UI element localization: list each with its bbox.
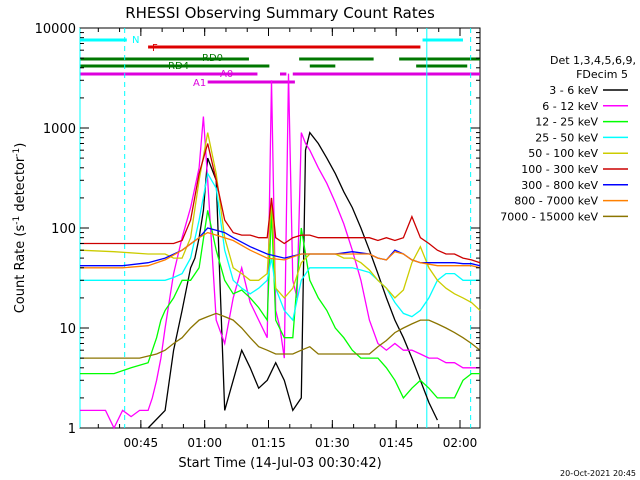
flag-label-rd4: RD4 bbox=[168, 61, 189, 72]
x-tick-label-5: 02:00 bbox=[443, 436, 478, 450]
flag-label-f: F bbox=[152, 43, 158, 54]
date-stamp: 20-Oct-2021 20:45 bbox=[560, 469, 636, 478]
x-tick-label-2: 01:15 bbox=[251, 436, 286, 450]
data-series bbox=[79, 73, 481, 430]
legend-label-2: 6 - 12 keV bbox=[542, 100, 598, 113]
legend-label-5: 50 - 100 keV bbox=[528, 147, 598, 160]
legend-label-4: 25 - 50 keV bbox=[535, 131, 598, 144]
series-line-4 bbox=[80, 171, 480, 322]
series-line-9 bbox=[80, 312, 481, 359]
y-tick-label-2: 100 bbox=[51, 222, 76, 237]
legend-label-7: 300 - 800 keV bbox=[521, 179, 598, 192]
series-line-3 bbox=[80, 210, 480, 400]
series-line-6 bbox=[80, 143, 481, 264]
legend-header-2: FDecim 5 bbox=[576, 68, 628, 81]
y-axis-label-end: ) bbox=[13, 143, 28, 148]
flag-label-n: N bbox=[132, 35, 139, 46]
y-tick-label-4: 10000 bbox=[35, 22, 76, 37]
y-tick-label-3: 1000 bbox=[43, 122, 76, 137]
y-tick-label-1: 10 bbox=[59, 322, 76, 337]
plot-frame bbox=[79, 27, 481, 429]
flag-label-a1: A1 bbox=[193, 78, 206, 89]
y-tick-label-0: 1 bbox=[68, 422, 76, 437]
x-tick-label-4: 01:45 bbox=[379, 436, 414, 450]
legend-header-1: Det 1,3,4,5,6,9, bbox=[550, 54, 636, 67]
axis-ticks: 00:45 01:00 01:15 01:30 01:45 02:00 1 10 100 1000… bbox=[35, 22, 480, 450]
legend-label-3: 12 - 25 keV bbox=[535, 116, 598, 129]
flag-bars: N F RD0 RD4 A0 A1 bbox=[80, 35, 480, 89]
legend-label-8: 800 - 7000 keV bbox=[514, 195, 598, 208]
x-tick-label-3: 01:30 bbox=[315, 436, 350, 450]
flag-label-a0: A0 bbox=[220, 69, 233, 80]
x-tick-label-0: 00:45 bbox=[124, 436, 159, 450]
legend: Det 1,3,4,5,6,9, FDecim 5 3 - 6 keV 6 - 1… bbox=[500, 54, 636, 223]
x-axis-label: Start Time (14-Jul-03 00:30:42) bbox=[178, 456, 381, 471]
y-axis-label-tail: detector bbox=[13, 156, 28, 216]
y-axis-label-main: Count Rate (s bbox=[13, 225, 28, 314]
series-line-2 bbox=[80, 73, 480, 430]
series-line-8 bbox=[80, 231, 481, 269]
chart-title: RHESSI Observing Summary Count Rates bbox=[125, 4, 435, 22]
legend-label-1: 3 - 6 keV bbox=[549, 84, 598, 97]
x-tick-label-1: 01:00 bbox=[187, 436, 222, 450]
legend-label-9: 7000 - 15000 keV bbox=[500, 210, 598, 223]
flag-label-rd0: RD0 bbox=[202, 53, 223, 64]
y-axis-label-exp: -1 bbox=[12, 216, 22, 225]
y-axis-label: Count Rate (s-1 detector-1) bbox=[12, 143, 28, 314]
series-line-5 bbox=[79, 132, 481, 311]
legend-label-6: 100 - 300 keV bbox=[521, 163, 598, 176]
y-axis-label-exp2: -1 bbox=[12, 148, 22, 157]
